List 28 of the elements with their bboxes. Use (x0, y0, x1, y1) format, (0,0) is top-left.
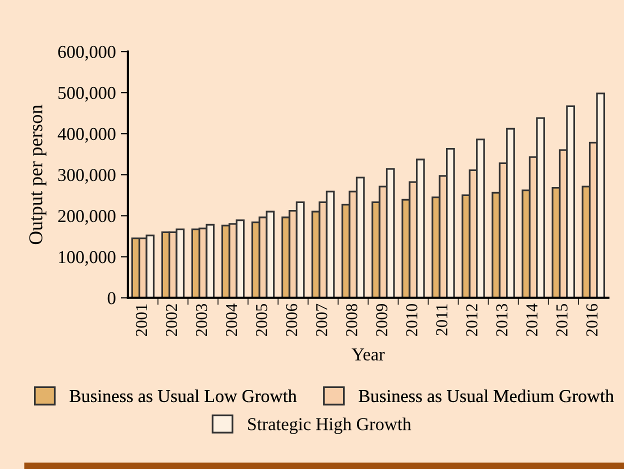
y-tick-label: 600,000 (58, 46, 116, 61)
y-tick-label: 300,000 (58, 168, 116, 184)
y-tick-label: 500,000 (58, 86, 116, 102)
x-tick-label: 2005 (256, 304, 268, 336)
x-tick-label: 2015 (556, 304, 568, 336)
y-tick-label: 0 (108, 292, 116, 304)
x-tick-label: 2003 (196, 304, 208, 336)
x-tick-label: 2012 (466, 304, 478, 336)
x-tick-label: 2014 (526, 304, 538, 336)
x-tick-label: 2013 (496, 304, 508, 336)
x-tick-label: 2010 (406, 304, 418, 336)
legend-label: Business as Usual Low Growth (70, 389, 297, 402)
x-tick-label: 2001 (136, 304, 148, 336)
x-tick-label: 2008 (346, 304, 358, 336)
x-tick-label: 2004 (226, 304, 238, 336)
x-tick-label: 2007 (316, 304, 328, 336)
x-tick-label: 2016 (586, 304, 598, 336)
legend-label: Business as Usual Medium Growth (358, 389, 614, 402)
y-axis-title: Output per person (29, 104, 46, 244)
y-tick-label: 400,000 (58, 128, 116, 143)
x-tick-label: 2011 (436, 304, 448, 336)
x-tick-label: 2009 (376, 304, 388, 336)
x-axis-title: Year (352, 348, 385, 361)
x-tick-label: 2002 (166, 304, 178, 336)
x-tick-label: 2006 (286, 304, 298, 336)
legend-label: Strategic High Growth (248, 418, 412, 434)
y-tick-label: 100,000 (59, 251, 116, 266)
y-tick-label: 200,000 (58, 210, 116, 225)
